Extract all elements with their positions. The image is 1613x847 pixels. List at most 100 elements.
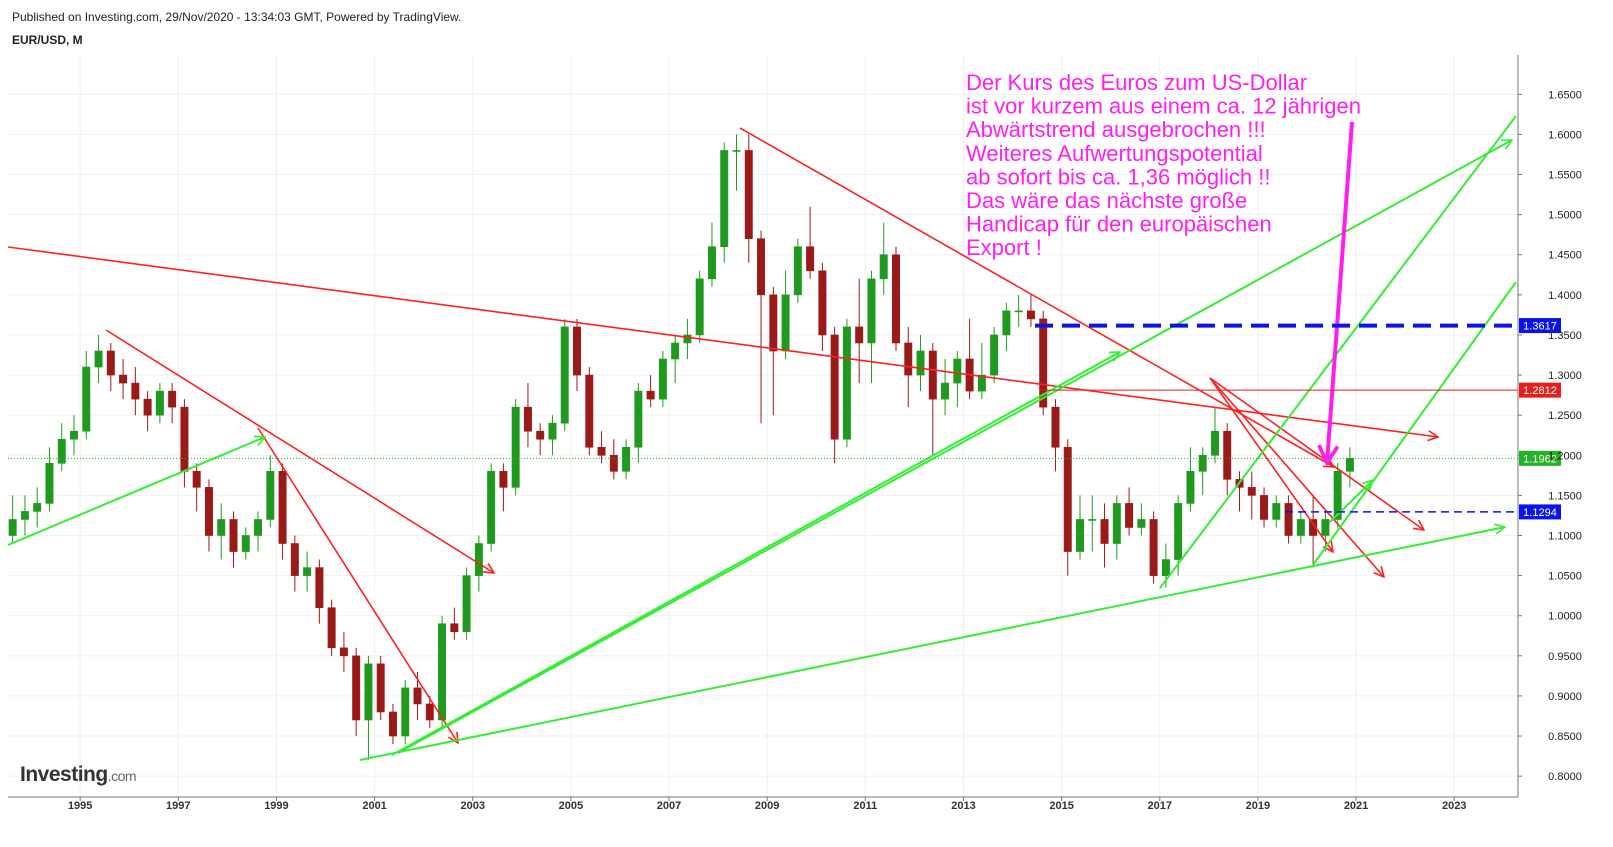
candle-body — [45, 463, 54, 504]
candles — [8, 134, 1354, 761]
y-tick-label: 1.5500 — [1548, 170, 1582, 182]
candle-body — [1247, 487, 1256, 496]
trend-line — [391, 351, 1120, 756]
candle-body — [315, 567, 324, 608]
candle-body — [499, 471, 508, 488]
candle-body — [364, 663, 373, 721]
candle-body — [119, 374, 128, 384]
candle-body — [1284, 503, 1293, 536]
y-tick-label: 1.0000 — [1548, 611, 1582, 623]
x-tick-label: 2013 — [951, 800, 975, 812]
candle-body — [892, 254, 900, 344]
candle-body — [82, 366, 91, 432]
trend-line — [1159, 115, 1517, 589]
candle-body — [229, 519, 238, 552]
candle-body — [842, 326, 851, 440]
candle-body — [1223, 430, 1232, 480]
candle-body — [560, 326, 569, 424]
candle-body — [57, 438, 66, 464]
price-tag — [1519, 318, 1561, 334]
levels: 1.1962 1.3617 1.2812 1.1294 — [8, 318, 1561, 520]
candle-body — [192, 471, 201, 488]
candle-body — [757, 238, 766, 296]
trend-line — [1329, 480, 1373, 523]
candle-body — [254, 519, 263, 536]
x-tick-label: 2009 — [755, 800, 779, 812]
price-tag-label: 1.1962 — [1523, 453, 1557, 465]
candle-body — [977, 374, 986, 392]
candle-body — [487, 471, 496, 544]
candle-body — [744, 150, 753, 239]
candle-body — [450, 623, 459, 633]
candle-body — [94, 350, 103, 368]
candle-body — [671, 342, 680, 360]
candle-body — [303, 567, 312, 576]
candle-body — [1161, 559, 1170, 576]
candle-body — [1260, 495, 1269, 520]
candle-body — [1051, 406, 1060, 448]
logo: Investing.com — [20, 763, 136, 786]
trend-line — [1209, 377, 1333, 552]
candle-body — [352, 655, 361, 721]
x-tick-label: 2011 — [853, 800, 877, 812]
candle-body — [781, 294, 790, 352]
candle-body — [1198, 454, 1207, 472]
trend-line — [739, 127, 1334, 467]
candle-body — [413, 687, 422, 705]
x-tick-label: 2003 — [460, 800, 484, 812]
candle-body — [8, 519, 17, 536]
candle-body — [106, 350, 115, 376]
candle-body — [327, 607, 336, 649]
x-tick-label: 2001 — [362, 800, 386, 812]
trend-line — [1209, 377, 1424, 530]
candle-body — [1210, 430, 1219, 456]
candle-body — [523, 406, 532, 432]
price-tag — [1519, 450, 1561, 466]
candle-body — [1039, 318, 1048, 408]
candle-body — [609, 454, 618, 472]
logo-brand: Investing — [20, 763, 108, 786]
annotation-line: Weiteres Aufwertungspotential — [966, 141, 1263, 166]
candle-body — [597, 446, 606, 456]
candle-body — [266, 471, 275, 520]
candle-body — [658, 358, 667, 400]
candle-body — [241, 535, 250, 552]
candle-body — [1014, 310, 1023, 313]
price-tag — [1519, 504, 1561, 520]
y-tick-label: 1.6000 — [1548, 129, 1582, 141]
x-tick-label: 2021 — [1344, 800, 1368, 812]
y-tick-label: 0.8000 — [1548, 771, 1582, 783]
logo-suffix: .com — [108, 768, 136, 784]
candle-body — [1088, 519, 1097, 521]
candle-body — [634, 390, 643, 448]
candle-body — [683, 334, 692, 344]
y-tick-label: 1.3000 — [1548, 370, 1582, 382]
candle-body — [217, 519, 226, 536]
candle-body — [1100, 519, 1109, 544]
candle-body — [1321, 519, 1330, 536]
candle-body — [548, 422, 557, 440]
price-tag-label: 1.2812 — [1523, 385, 1557, 397]
y-tick-label: 1.0500 — [1548, 571, 1582, 583]
candle-body — [707, 246, 716, 280]
candle-body — [1333, 471, 1342, 520]
candle-body — [720, 150, 729, 248]
candle-body — [143, 398, 152, 416]
candle-body — [168, 390, 177, 408]
candle-body — [769, 294, 778, 352]
candle-body — [904, 342, 913, 376]
published-note: Published on Investing.com, 29/Nov/2020 … — [12, 10, 461, 24]
x-tick-label: 2005 — [559, 800, 583, 812]
trend-line — [8, 246, 1438, 437]
x-tick-label: 2019 — [1246, 800, 1270, 812]
candle-body — [1076, 519, 1084, 552]
annotation-line: ist vor kurzem aus einem ca. 12 jährigen — [966, 94, 1361, 119]
candle-body — [1026, 310, 1035, 320]
annotation-line: Abwärtstrend ausgebrochen !!! — [966, 117, 1266, 142]
candle-body — [1174, 503, 1183, 560]
trend-line — [359, 527, 1505, 761]
price-tag — [1519, 382, 1561, 398]
candle-body — [204, 487, 213, 536]
